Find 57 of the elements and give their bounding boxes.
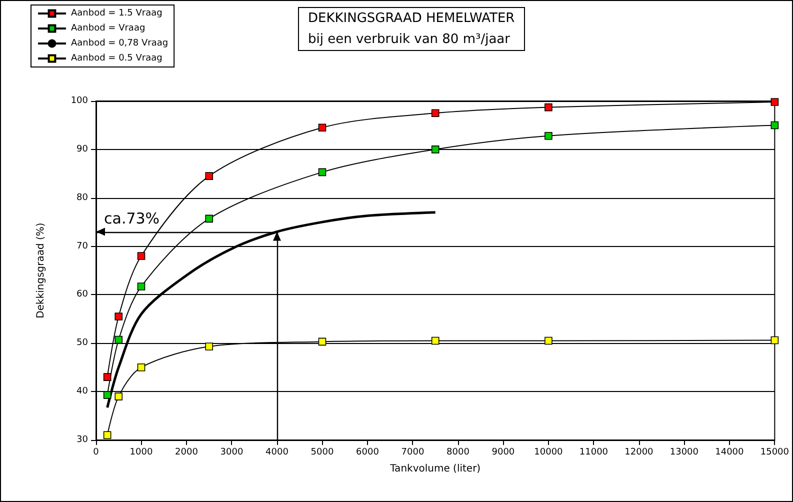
x-axis-title: Tankvolume (liter) bbox=[389, 464, 481, 474]
legend-label: Aanbod = Vraag bbox=[71, 24, 146, 34]
point bbox=[205, 214, 214, 223]
chart-subtitle: bij een verbruik van 80 m³/jaar bbox=[308, 32, 511, 47]
legend-label: Aanbod = 0.5 Vraag bbox=[71, 54, 162, 64]
ref-line-label: ca.73% bbox=[104, 209, 160, 228]
point bbox=[318, 168, 326, 176]
x-tick-label: 10000 bbox=[534, 448, 564, 458]
point bbox=[103, 391, 112, 399]
point bbox=[431, 336, 440, 345]
point bbox=[137, 282, 146, 290]
point bbox=[114, 392, 123, 400]
point bbox=[770, 336, 779, 344]
y-tick-label: 100 bbox=[70, 96, 88, 106]
x-tick-label: 8000 bbox=[446, 448, 470, 458]
y-tick-label: 70 bbox=[76, 241, 88, 252]
x-tick-label: 11000 bbox=[579, 448, 608, 458]
x-tick-label: 14000 bbox=[715, 448, 744, 458]
point bbox=[137, 252, 146, 260]
x-tick-label: 4000 bbox=[266, 448, 289, 458]
point bbox=[431, 109, 440, 118]
point bbox=[137, 363, 146, 372]
y-tick-label: 80 bbox=[76, 192, 88, 203]
y-axis-title: Dekkingsgraad (%) bbox=[36, 222, 46, 318]
y-tick-label: 40 bbox=[76, 386, 88, 397]
x-tick-label: 5000 bbox=[310, 448, 334, 458]
point bbox=[318, 124, 326, 132]
point bbox=[114, 312, 123, 320]
point bbox=[318, 338, 326, 346]
point bbox=[544, 336, 552, 345]
x-tick-label: 9000 bbox=[492, 448, 515, 458]
y-tick-label: 50 bbox=[76, 338, 88, 348]
y-tick-label: 60 bbox=[76, 290, 88, 300]
x-tick-label: 15000 bbox=[760, 448, 790, 458]
x-tick-label: 6000 bbox=[356, 448, 380, 458]
legend-label: Aanbod = 1.5 Vraag bbox=[71, 8, 162, 18]
point bbox=[431, 146, 440, 154]
x-tick-label: 12000 bbox=[624, 448, 654, 458]
x-tick-label: 1000 bbox=[130, 448, 153, 458]
point bbox=[103, 431, 112, 440]
x-tick-label: 3000 bbox=[220, 448, 244, 458]
point bbox=[205, 342, 214, 350]
point bbox=[544, 132, 552, 140]
point bbox=[770, 98, 779, 106]
point bbox=[205, 172, 214, 180]
y-tick-label: 30 bbox=[76, 435, 88, 445]
x-tick-label: 0 bbox=[93, 448, 100, 458]
legend-label: Aanbod = 0,78 Vraag bbox=[71, 38, 168, 48]
point bbox=[544, 103, 552, 112]
x-tick-label: 2000 bbox=[175, 448, 198, 458]
point bbox=[114, 336, 123, 344]
chart-title: DEKKINGSGRAAD HEMELWATER bbox=[308, 11, 515, 26]
point bbox=[770, 121, 779, 130]
x-tick-label: 7000 bbox=[401, 448, 424, 458]
x-tick-label: 13000 bbox=[670, 448, 699, 458]
y-tick-label: 90 bbox=[76, 144, 88, 154]
point bbox=[103, 373, 112, 381]
